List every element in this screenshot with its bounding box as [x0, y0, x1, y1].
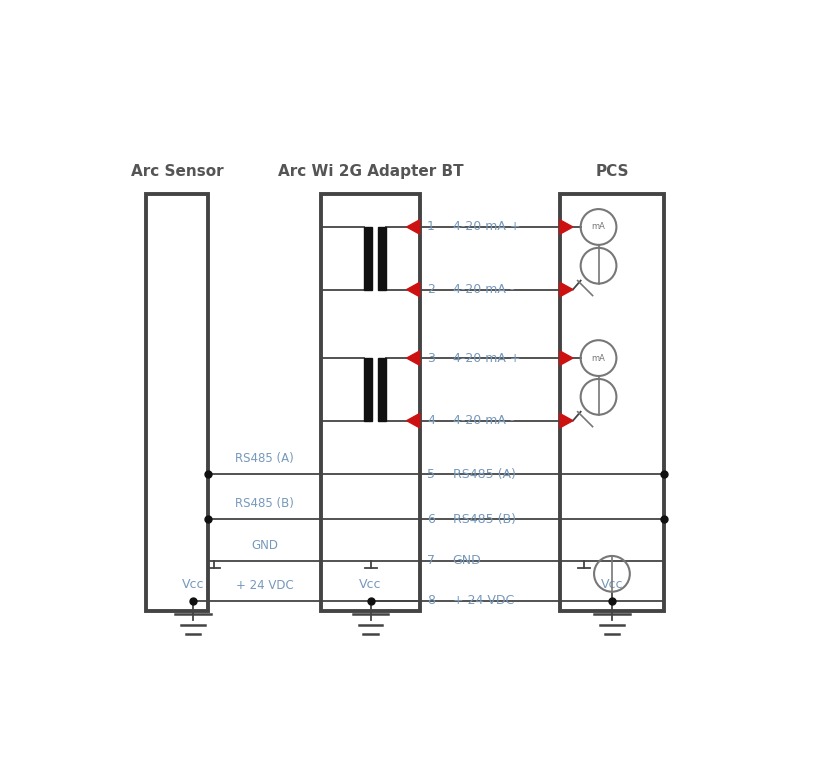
Text: 2: 2: [427, 283, 435, 296]
Text: 4: 4: [427, 414, 435, 427]
Text: RS485 (A): RS485 (A): [453, 467, 515, 481]
Text: RS485 (B): RS485 (B): [235, 497, 294, 510]
Text: 6: 6: [427, 512, 435, 526]
Bar: [364, 227, 372, 289]
Text: Vcc: Vcc: [182, 578, 205, 591]
Text: mA: mA: [591, 354, 605, 362]
Text: + 24 VDC: + 24 VDC: [236, 579, 294, 591]
Text: GND: GND: [251, 539, 278, 552]
Bar: [378, 358, 387, 421]
Polygon shape: [406, 351, 420, 365]
Text: RS485 (B): RS485 (B): [453, 512, 515, 526]
Text: 3: 3: [427, 351, 435, 365]
Text: 5: 5: [427, 467, 435, 481]
Text: Vcc: Vcc: [360, 578, 382, 591]
Polygon shape: [406, 283, 420, 296]
Polygon shape: [560, 220, 573, 235]
Text: 7: 7: [427, 554, 435, 567]
Text: 4-20 mA +: 4-20 mA +: [453, 221, 520, 234]
Text: 1: 1: [427, 221, 435, 234]
Bar: [321, 194, 420, 611]
Bar: [560, 194, 664, 611]
Text: Vcc: Vcc: [600, 578, 623, 591]
Text: 8: 8: [427, 594, 435, 607]
Text: PCS: PCS: [595, 164, 629, 180]
Text: mA: mA: [591, 222, 605, 231]
Polygon shape: [406, 220, 420, 235]
Text: 4-20 mA +: 4-20 mA +: [453, 351, 520, 365]
Text: Arc Sensor: Arc Sensor: [130, 164, 224, 180]
Polygon shape: [560, 283, 573, 296]
Text: RS485 (A): RS485 (A): [235, 452, 294, 465]
Text: + 24 VDC: + 24 VDC: [453, 594, 514, 607]
Text: Arc Wi 2G Adapter BT: Arc Wi 2G Adapter BT: [278, 164, 464, 180]
Polygon shape: [560, 413, 573, 428]
Text: 4-20 mA -: 4-20 mA -: [453, 414, 514, 427]
Polygon shape: [406, 413, 420, 428]
Text: 4-20 mA -: 4-20 mA -: [453, 283, 514, 296]
Bar: [146, 194, 208, 611]
Text: GND: GND: [453, 554, 482, 567]
Bar: [364, 358, 372, 421]
Polygon shape: [560, 351, 573, 365]
Bar: [378, 227, 387, 289]
